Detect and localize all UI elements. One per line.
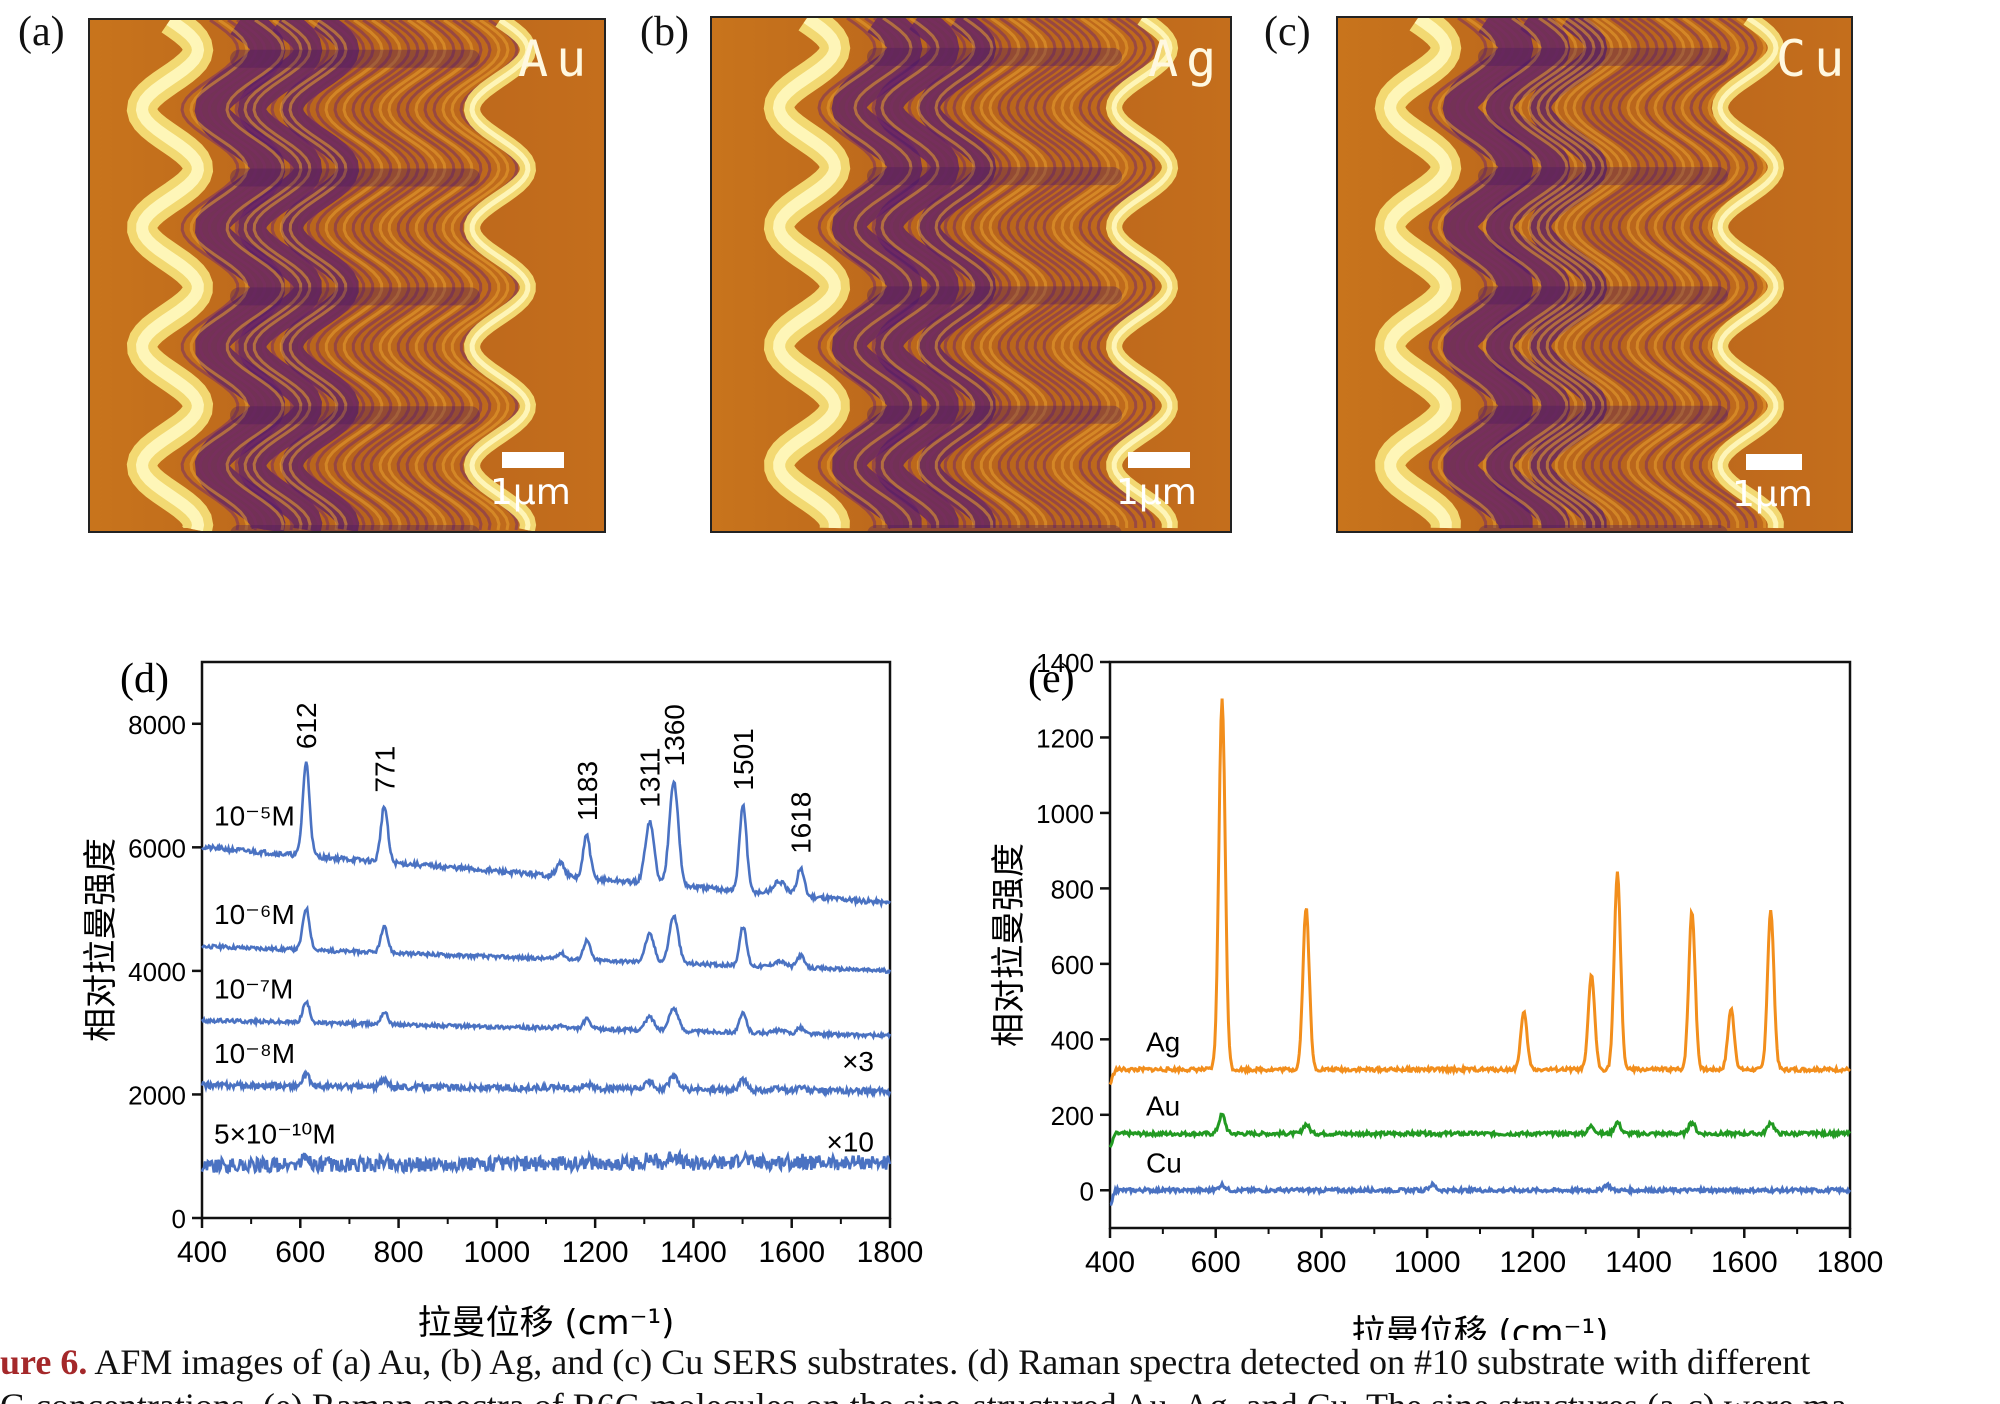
figure-caption: ure 6. AFM images of (a) Au, (b) Ag, and… [0, 1340, 2000, 1404]
chart-d-xtick-label: 1000 [463, 1236, 530, 1269]
chart-d-series-line [200, 1069, 892, 1099]
chart-e-ytick-label: 400 [1051, 1025, 1094, 1055]
chart-e-series-label: Ag [1146, 1027, 1180, 1058]
chart-d-ytick-label: 2000 [128, 1080, 186, 1110]
scale-bar-a [502, 452, 564, 468]
metal-label-cu: Cu [1776, 30, 1853, 88]
afm-image-ag [710, 16, 1232, 533]
afm-image-au [88, 18, 606, 533]
chart-e-ytick-label: 1400 [1036, 648, 1094, 678]
panel-letter-b: (b) [640, 9, 689, 55]
chart-d-ytick-label: 0 [172, 1204, 186, 1234]
panel-letter-a: (a) [18, 9, 65, 55]
chart-d-series-label: 10⁻⁵M [214, 800, 295, 831]
chart-d-peak-label: 1618 [786, 792, 817, 854]
chart-d-xtick-label: 800 [374, 1236, 424, 1269]
scale-label-c: 1μm [1732, 474, 1813, 515]
chart-e-ytick-label: 800 [1051, 874, 1094, 904]
chart-e-ytick-label: 0 [1080, 1176, 1094, 1206]
metal-label-au: Au [518, 30, 595, 88]
chart-d-series-label: 10⁻⁸M [214, 1038, 295, 1069]
chart-e-xlabel: 拉曼位移 (cm⁻¹) [1352, 1313, 1609, 1340]
chart-e-xtick-label: 1000 [1394, 1246, 1461, 1279]
chart-d-series-label: 5×10⁻¹⁰M [214, 1118, 336, 1149]
caption-line-2: G concentrations. (e) Raman spectra of R… [0, 1384, 2000, 1404]
chart-e-xtick-label: 600 [1191, 1246, 1241, 1279]
chart-d-peak-label: 771 [369, 746, 400, 793]
chart-d-ylabel: 相对拉曼强度 [81, 838, 121, 1042]
chart-d-peak-label: 1360 [659, 704, 690, 766]
chart-d-xlabel: 拉曼位移 (cm⁻¹) [418, 1303, 675, 1340]
chart-e-ytick-label: 200 [1051, 1101, 1094, 1131]
chart-d-series-line [201, 904, 892, 975]
panel-letter-c: (c) [1264, 9, 1311, 55]
chart-e-series-line [1108, 1112, 1852, 1148]
chart-d-series-line [201, 761, 892, 909]
chart-e-xtick-label: 800 [1296, 1246, 1346, 1279]
chart-d-peak-label: 1183 [572, 761, 603, 821]
chart-e-panel-letter: (e) [1028, 656, 1075, 702]
chart-d-peak-label: 612 [291, 702, 322, 749]
scale-bar-b [1128, 452, 1190, 468]
chart-e-xtick-label: 1800 [1817, 1246, 1884, 1279]
scale-bar-c [1746, 454, 1802, 470]
scale-label-a: 1μm [490, 472, 571, 513]
chart-e-ylabel: 相对拉曼强度 [989, 843, 1029, 1047]
chart-d-xtick-label: 1400 [660, 1236, 727, 1269]
chart-e-ytick-label: 1200 [1036, 723, 1094, 753]
chart-d-peak-label: 1501 [728, 728, 759, 790]
chart-e-ytick-label: 1000 [1036, 799, 1094, 829]
chart-e-series-label: Au [1146, 1091, 1180, 1122]
chart-d-series-label: 10⁻⁶M [214, 899, 295, 930]
chart-e-xtick-label: 1200 [1499, 1246, 1566, 1279]
chart-d-xtick-label: 600 [275, 1236, 325, 1269]
raman-charts: 400 600 800 1000 1200 1400 1600 180002000400060… [81, 648, 1883, 1340]
chart-d-ytick-label: 6000 [128, 833, 186, 863]
caption-label: ure 6. [0, 1342, 88, 1382]
afm-image-cu [1336, 16, 1853, 533]
chart-e-series-line [1108, 698, 1852, 1086]
chart-d-series-line [200, 999, 892, 1041]
chart-d-xtick-label: 1200 [562, 1236, 629, 1269]
chart-d-ytick-label: 8000 [128, 710, 186, 740]
chart-e-ytick-label: 600 [1051, 950, 1094, 980]
chart-e-axes: 400 600 800 1000 1200 1400 1600 1800 0 200 400 600 8… [989, 648, 1883, 1340]
chart-d-series-line [200, 1147, 892, 1176]
chart-d-xtick-label: 1600 [758, 1236, 825, 1269]
chart-d-xtick-label: 400 [177, 1236, 227, 1269]
caption-line-1: AFM images of (a) Au, (b) Ag, and (c) Cu… [87, 1342, 1811, 1382]
chart-e-series-line [1109, 1179, 1852, 1206]
chart-e-xtick-label: 1600 [1711, 1246, 1778, 1279]
chart-e-xtick-label: 1400 [1605, 1246, 1672, 1279]
chart-d-peak-label: 1311 [635, 748, 666, 808]
chart-d-series-label: 10⁻⁷M [214, 973, 293, 1004]
metal-label-ag: Ag [1148, 30, 1225, 88]
chart-e-series-label: Cu [1146, 1147, 1182, 1178]
chart-d-ytick-label: 4000 [128, 957, 186, 987]
chart-d-multiplier-label: ×10 [827, 1126, 875, 1157]
chart-d-axes: 400 600 800 1000 1200 1400 1600 1800 0 2000 4000 60… [81, 656, 923, 1340]
chart-d-xtick-label: 1800 [857, 1236, 924, 1269]
chart-d-panel-letter: (d) [120, 656, 169, 702]
scale-label-b: 1μm [1116, 472, 1197, 513]
chart-e-xtick-label: 400 [1085, 1246, 1135, 1279]
chart-d-multiplier-label: ×3 [842, 1046, 874, 1077]
